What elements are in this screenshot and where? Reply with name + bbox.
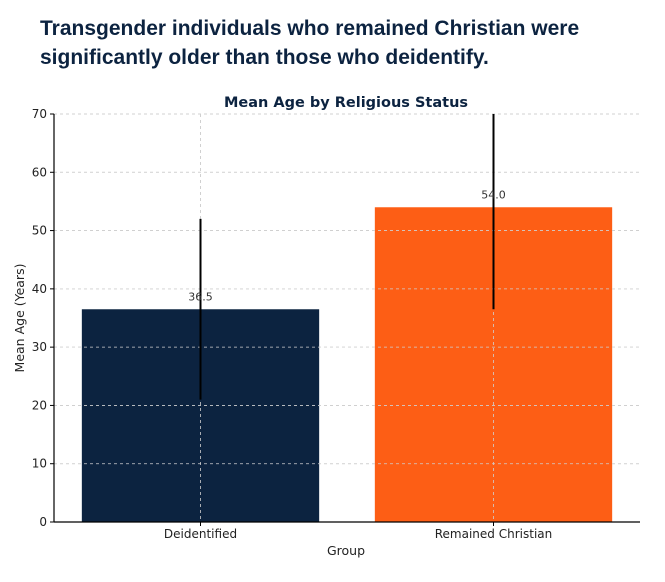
error-bars — [199, 114, 495, 400]
y-tick-label: 30 — [32, 340, 47, 354]
x-tick-label: Deidentified — [164, 527, 237, 541]
y-tick-label: 20 — [32, 398, 47, 412]
x-axis-label: Group — [327, 543, 365, 558]
y-tick-label: 0 — [39, 515, 47, 529]
data-label: 36.5 — [188, 290, 213, 303]
y-tick-label: 50 — [32, 224, 47, 238]
x-tick-label: Remained Christian — [435, 527, 552, 541]
data-labels: 36.5 54.0 — [188, 188, 506, 303]
data-label: 54.0 — [481, 188, 506, 201]
y-tick-label: 10 — [32, 457, 47, 471]
headline: Transgender individuals who remained Chr… — [40, 17, 580, 69]
y-axis-label: Mean Age (Years) — [12, 264, 27, 373]
axes: 0 10 20 30 40 50 60 70 Deidentified Remained Chri… — [32, 107, 640, 541]
y-tick-label: 60 — [32, 165, 47, 179]
chart-title: Mean Age by Religious Status — [224, 95, 468, 111]
bars — [54, 113, 640, 523]
y-tick-label: 40 — [32, 282, 47, 296]
y-tick-label: 70 — [32, 107, 47, 121]
